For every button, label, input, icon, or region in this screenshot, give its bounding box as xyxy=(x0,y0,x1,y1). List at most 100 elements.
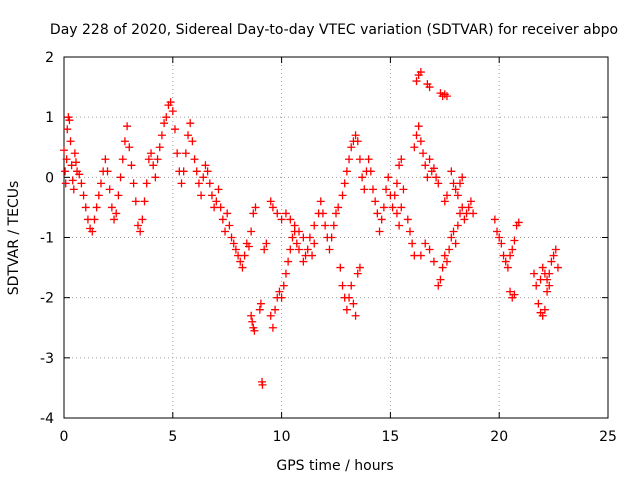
data-point xyxy=(412,77,421,86)
data-point xyxy=(105,185,114,194)
data-point xyxy=(268,203,277,212)
data-point xyxy=(194,179,203,188)
data-point xyxy=(366,167,375,176)
data-point xyxy=(107,203,116,212)
data-point xyxy=(371,197,380,206)
data-point xyxy=(157,131,166,140)
data-point xyxy=(260,245,269,254)
data-point xyxy=(79,191,88,200)
y-tick-label: 1 xyxy=(45,110,54,126)
data-point xyxy=(184,131,193,140)
data-point xyxy=(66,137,75,146)
data-point xyxy=(301,251,310,260)
data-point xyxy=(258,380,267,389)
data-point xyxy=(436,275,445,284)
data-point xyxy=(75,170,84,179)
data-point xyxy=(144,155,153,164)
data-point xyxy=(414,122,423,131)
data-point xyxy=(281,269,290,278)
data-point xyxy=(447,167,456,176)
data-points xyxy=(60,68,562,389)
data-point xyxy=(69,185,78,194)
data-point xyxy=(345,293,354,302)
data-point xyxy=(397,155,406,164)
data-point xyxy=(155,143,164,152)
data-point xyxy=(247,227,256,236)
data-point xyxy=(67,161,76,170)
data-point xyxy=(334,203,343,212)
axis-ticks: 0 5 10 15 20 25 -4 -3 -2 -1 0 1 2 xyxy=(40,50,617,445)
data-point xyxy=(543,287,552,296)
data-point xyxy=(192,167,201,176)
data-point xyxy=(514,218,523,227)
data-point xyxy=(412,131,421,140)
data-point xyxy=(440,251,449,260)
data-point xyxy=(142,179,151,188)
data-point xyxy=(303,245,312,254)
data-point xyxy=(162,113,171,122)
data-point xyxy=(60,146,68,155)
data-point xyxy=(338,191,347,200)
data-point xyxy=(236,257,245,266)
data-point xyxy=(547,257,556,266)
data-point xyxy=(425,245,434,254)
data-point xyxy=(342,167,351,176)
data-point xyxy=(538,263,547,272)
data-point xyxy=(310,239,319,248)
data-point xyxy=(551,245,560,254)
chart-title: Day 228 of 2020, Sidereal Day-to-day VTE… xyxy=(50,22,618,38)
data-point xyxy=(364,155,373,164)
data-point xyxy=(325,245,334,254)
data-point xyxy=(147,149,156,158)
data-point xyxy=(316,197,325,206)
data-point xyxy=(71,158,80,167)
data-point xyxy=(506,287,515,296)
data-point xyxy=(90,215,99,224)
data-point xyxy=(295,227,304,236)
data-point xyxy=(425,83,434,92)
data-point xyxy=(118,155,127,164)
data-point xyxy=(114,191,123,200)
data-point xyxy=(329,221,338,230)
data-point xyxy=(501,257,510,266)
data-point xyxy=(451,239,460,248)
data-point xyxy=(266,197,275,206)
data-point xyxy=(262,239,271,248)
data-point xyxy=(318,209,327,218)
data-point xyxy=(495,233,504,242)
data-point xyxy=(216,203,225,212)
data-point xyxy=(247,311,256,320)
data-point xyxy=(244,242,253,251)
data-point xyxy=(423,173,432,182)
data-point xyxy=(540,269,549,278)
data-point xyxy=(136,227,145,236)
data-point xyxy=(395,161,404,170)
x-axis-label: GPS time / hours xyxy=(276,458,393,474)
data-point xyxy=(434,281,443,290)
data-point xyxy=(96,179,105,188)
data-point xyxy=(207,191,216,200)
data-point xyxy=(231,245,240,254)
data-point xyxy=(438,263,447,272)
data-point xyxy=(425,155,434,164)
data-point xyxy=(151,173,160,182)
data-point xyxy=(197,191,206,200)
x-tick-label: 15 xyxy=(381,429,399,445)
data-point xyxy=(421,239,430,248)
data-point xyxy=(338,281,347,290)
data-point xyxy=(248,317,257,326)
data-point xyxy=(332,209,340,218)
data-point xyxy=(506,251,515,260)
data-point xyxy=(140,197,149,206)
data-point xyxy=(493,227,502,236)
data-point xyxy=(101,155,110,164)
data-point xyxy=(238,263,247,272)
data-point xyxy=(160,119,169,128)
y-tick-label: 0 xyxy=(45,170,54,186)
data-point xyxy=(442,191,451,200)
data-point xyxy=(305,233,314,242)
data-point xyxy=(456,179,465,188)
data-point xyxy=(275,287,284,296)
y-tick-label: -3 xyxy=(40,351,54,367)
y-tick-label: -1 xyxy=(40,231,54,247)
